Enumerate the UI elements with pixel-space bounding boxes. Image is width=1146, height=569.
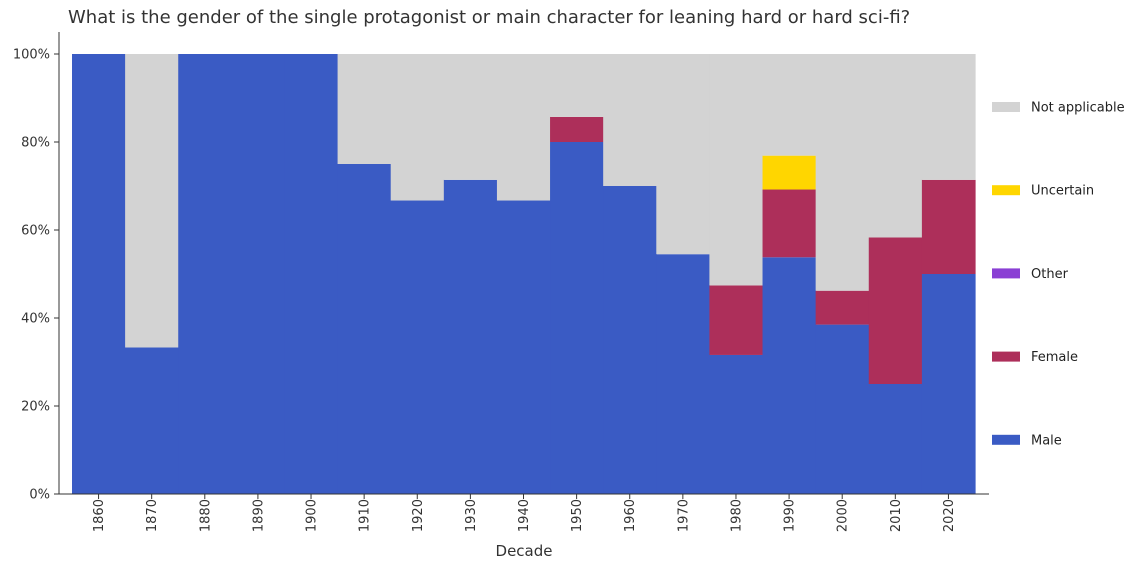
x-tick-label: 1950 — [570, 499, 585, 532]
chart-title: What is the gender of the single protago… — [68, 7, 911, 28]
legend: Not applicable Uncertain Other Female Male — [992, 101, 1125, 448]
y-tick-label: 40% — [21, 312, 50, 327]
bar-male-1890 — [231, 54, 286, 494]
bar-not-applicable-1980 — [709, 54, 764, 286]
legend-label-other: Other — [1031, 267, 1069, 282]
x-tick-label: 1940 — [517, 499, 532, 532]
x-tick-label: 2000 — [836, 499, 851, 532]
bar-female-2020 — [921, 179, 976, 274]
bar-male-1900 — [284, 54, 339, 494]
bar-not-applicable-1930 — [443, 54, 498, 180]
x-tick-label: 1960 — [623, 499, 638, 532]
bar-not-applicable-1970 — [656, 54, 711, 255]
bar-male-1880 — [178, 54, 232, 494]
bar-male-1980 — [709, 354, 764, 494]
bar-not-applicable-2010 — [868, 54, 923, 238]
bar-male-1930 — [443, 179, 498, 494]
legend-swatch-female — [992, 351, 1020, 362]
bar-female-1980 — [709, 285, 764, 355]
x-tick-label: 1970 — [676, 499, 691, 532]
bar-female-1950 — [550, 116, 604, 142]
legend-label-male: Male — [1031, 433, 1062, 448]
bar-not-applicable-1920 — [390, 54, 445, 201]
x-tick-label: 1870 — [145, 499, 160, 532]
bar-male-1860 — [72, 54, 126, 494]
bar-male-1910 — [337, 164, 392, 494]
bar-not-applicable-2020 — [921, 54, 976, 180]
bar-not-applicable-1870 — [125, 54, 179, 348]
bar-not-applicable-1940 — [496, 54, 551, 201]
bar-female-2000 — [815, 290, 870, 325]
y-tick-label: 80% — [21, 136, 50, 151]
x-tick-label: 1900 — [305, 499, 320, 532]
bar-female-1990 — [762, 189, 817, 258]
bar-male-1870 — [125, 347, 179, 494]
x-tick-label: 2010 — [889, 499, 904, 532]
legend-label-not-applicable: Not applicable — [1031, 101, 1125, 116]
x-tick-label: 1910 — [358, 499, 373, 532]
legend-label-female: Female — [1031, 350, 1078, 365]
x-axis-title: Decade — [496, 542, 553, 560]
bar-male-2000 — [815, 324, 870, 494]
bar-not-applicable-1950 — [550, 54, 604, 117]
bar-not-applicable-1910 — [337, 54, 392, 164]
ticks-group: 0% 20% 40% 60% 80% 100% 1860 1870 1880 1890 1900 19… — [13, 48, 957, 533]
bars-group — [72, 54, 976, 494]
bar-female-2010 — [868, 237, 923, 384]
x-tick-label: 1980 — [729, 499, 744, 532]
y-tick-label: 100% — [13, 48, 50, 63]
x-tick-label: 2020 — [942, 499, 957, 532]
legend-swatch-other — [992, 268, 1020, 279]
bar-not-applicable-1990 — [762, 54, 817, 156]
x-tick-label: 1860 — [92, 499, 107, 532]
bar-male-2020 — [921, 274, 976, 494]
bar-male-1990 — [762, 257, 817, 494]
y-tick-label: 20% — [21, 400, 50, 415]
y-tick-label: 0% — [29, 488, 50, 503]
bar-uncertain-1990 — [762, 155, 817, 190]
y-tick-label: 60% — [21, 224, 50, 239]
legend-swatch-male — [992, 434, 1020, 445]
bar-male-1920 — [390, 200, 445, 494]
x-tick-label: 1890 — [251, 499, 266, 532]
bar-male-1940 — [496, 200, 551, 494]
bar-male-2010 — [868, 384, 923, 494]
x-tick-label: 1990 — [783, 499, 798, 532]
x-tick-label: 1920 — [411, 499, 426, 532]
x-tick-label: 1930 — [464, 499, 479, 532]
bar-not-applicable-2000 — [815, 54, 870, 291]
legend-swatch-uncertain — [992, 185, 1020, 196]
bar-male-1960 — [603, 186, 657, 494]
bar-male-1950 — [550, 142, 604, 494]
legend-label-uncertain: Uncertain — [1031, 184, 1094, 199]
bar-not-applicable-1960 — [603, 54, 657, 186]
x-tick-label: 1880 — [198, 499, 213, 532]
legend-swatch-not-applicable — [992, 102, 1020, 112]
bar-male-1970 — [656, 254, 711, 494]
